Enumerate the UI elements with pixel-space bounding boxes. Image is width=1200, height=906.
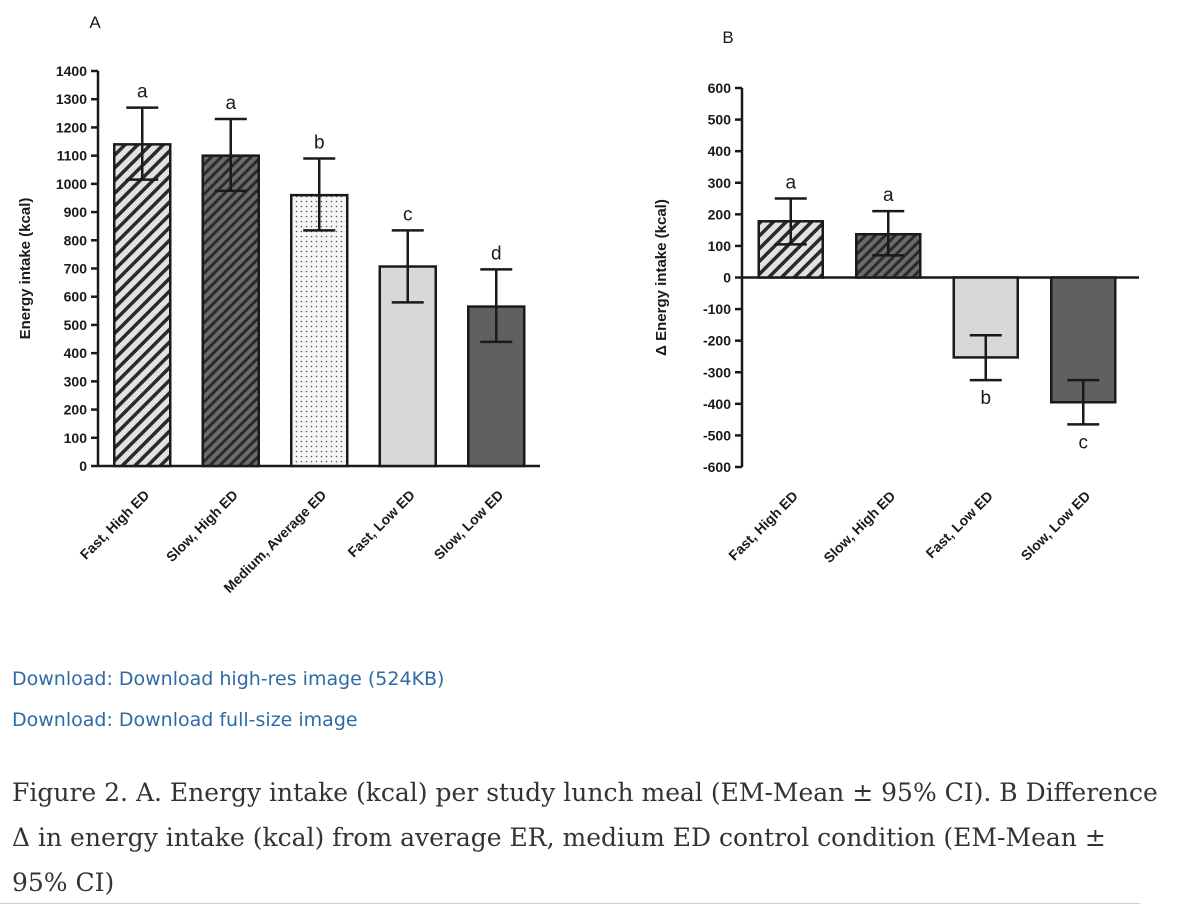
- y-tick-label: 500: [64, 317, 88, 333]
- panel-label: A: [89, 13, 101, 32]
- category-label: Fast, Low ED: [344, 487, 417, 560]
- significance-letter: d: [491, 243, 502, 264]
- figure-caption: Figure 2. A. Energy intake (kcal) per st…: [12, 778, 1158, 897]
- y-tick-label: 0: [79, 458, 87, 474]
- y-tick-label: -100: [703, 301, 731, 317]
- y-tick-label: 1400: [56, 63, 87, 79]
- panel-label: B: [722, 28, 733, 47]
- caption-divider: [0, 903, 1140, 904]
- y-tick-label: -200: [703, 333, 731, 349]
- y-tick-label: 1100: [57, 148, 88, 164]
- category-label: Medium, Average ED: [220, 487, 329, 596]
- y-tick-label: 300: [64, 373, 88, 389]
- significance-letter: c: [403, 204, 413, 225]
- y-tick-label: 300: [708, 175, 732, 191]
- significance-letter: a: [785, 173, 796, 194]
- y-tick-label: 400: [708, 143, 732, 159]
- y-tick-label: 200: [64, 402, 88, 418]
- y-tick-label: -300: [703, 364, 731, 380]
- bar: [201, 154, 260, 468]
- bar: [290, 193, 349, 468]
- y-tick-label: 100: [64, 430, 88, 446]
- significance-letter: a: [883, 185, 894, 206]
- y-tick-label: 600: [708, 80, 732, 96]
- y-axis-label: Energy intake (kcal): [17, 198, 34, 340]
- download-high-res-link[interactable]: Download: Download high-res image (524KB…: [12, 668, 445, 690]
- download-full-size-link[interactable]: Download: Download full-size image: [12, 709, 358, 731]
- download-links: Download: Download high-res image (524KB…: [12, 664, 444, 746]
- y-tick-label: 1300: [56, 91, 87, 107]
- bar: [113, 143, 172, 468]
- y-tick-label: 0: [723, 270, 731, 286]
- category-label: Slow, High ED: [163, 487, 241, 565]
- significance-letter: b: [314, 132, 325, 153]
- y-tick-label: 800: [64, 232, 88, 248]
- significance-letter: a: [225, 93, 236, 114]
- category-label: Slow, Low ED: [1018, 488, 1094, 564]
- y-tick-label: 1000: [56, 176, 87, 192]
- panel-a-chart: A Energy intake (kcal) 0 100 200 300 400 500 600…: [17, 13, 540, 596]
- y-tick-label: 500: [708, 112, 732, 128]
- y-tick-label: 100: [708, 238, 732, 254]
- category-label: Slow, High ED: [820, 488, 898, 566]
- significance-letter: b: [980, 388, 991, 409]
- category-label: Fast, High ED: [725, 488, 801, 564]
- y-axis-label: Δ Energy intake (kcal): [653, 199, 670, 356]
- significance-letter: c: [1079, 432, 1089, 453]
- y-tick-label: -400: [703, 396, 731, 412]
- category-label: Fast, Low ED: [922, 488, 995, 561]
- y-tick-label: -500: [703, 427, 731, 443]
- panel-b-chart: B Δ Energy intake (kcal) -600 -500 -400 -300 -…: [653, 28, 1139, 566]
- y-tick-label: 600: [64, 289, 88, 305]
- y-tick-label: 900: [64, 204, 88, 220]
- significance-letter: a: [137, 82, 148, 103]
- figure-2: A Energy intake (kcal) 0 100 200 300 400 500 600…: [17, 13, 1139, 596]
- category-label: Fast, High ED: [77, 487, 153, 563]
- y-tick-label: 400: [64, 345, 88, 361]
- y-tick-label: 200: [708, 206, 732, 222]
- y-tick-label: -600: [703, 459, 731, 475]
- category-label: Slow, Low ED: [431, 487, 507, 563]
- y-tick-label: 1200: [56, 119, 87, 135]
- y-tick-label: 700: [64, 261, 88, 277]
